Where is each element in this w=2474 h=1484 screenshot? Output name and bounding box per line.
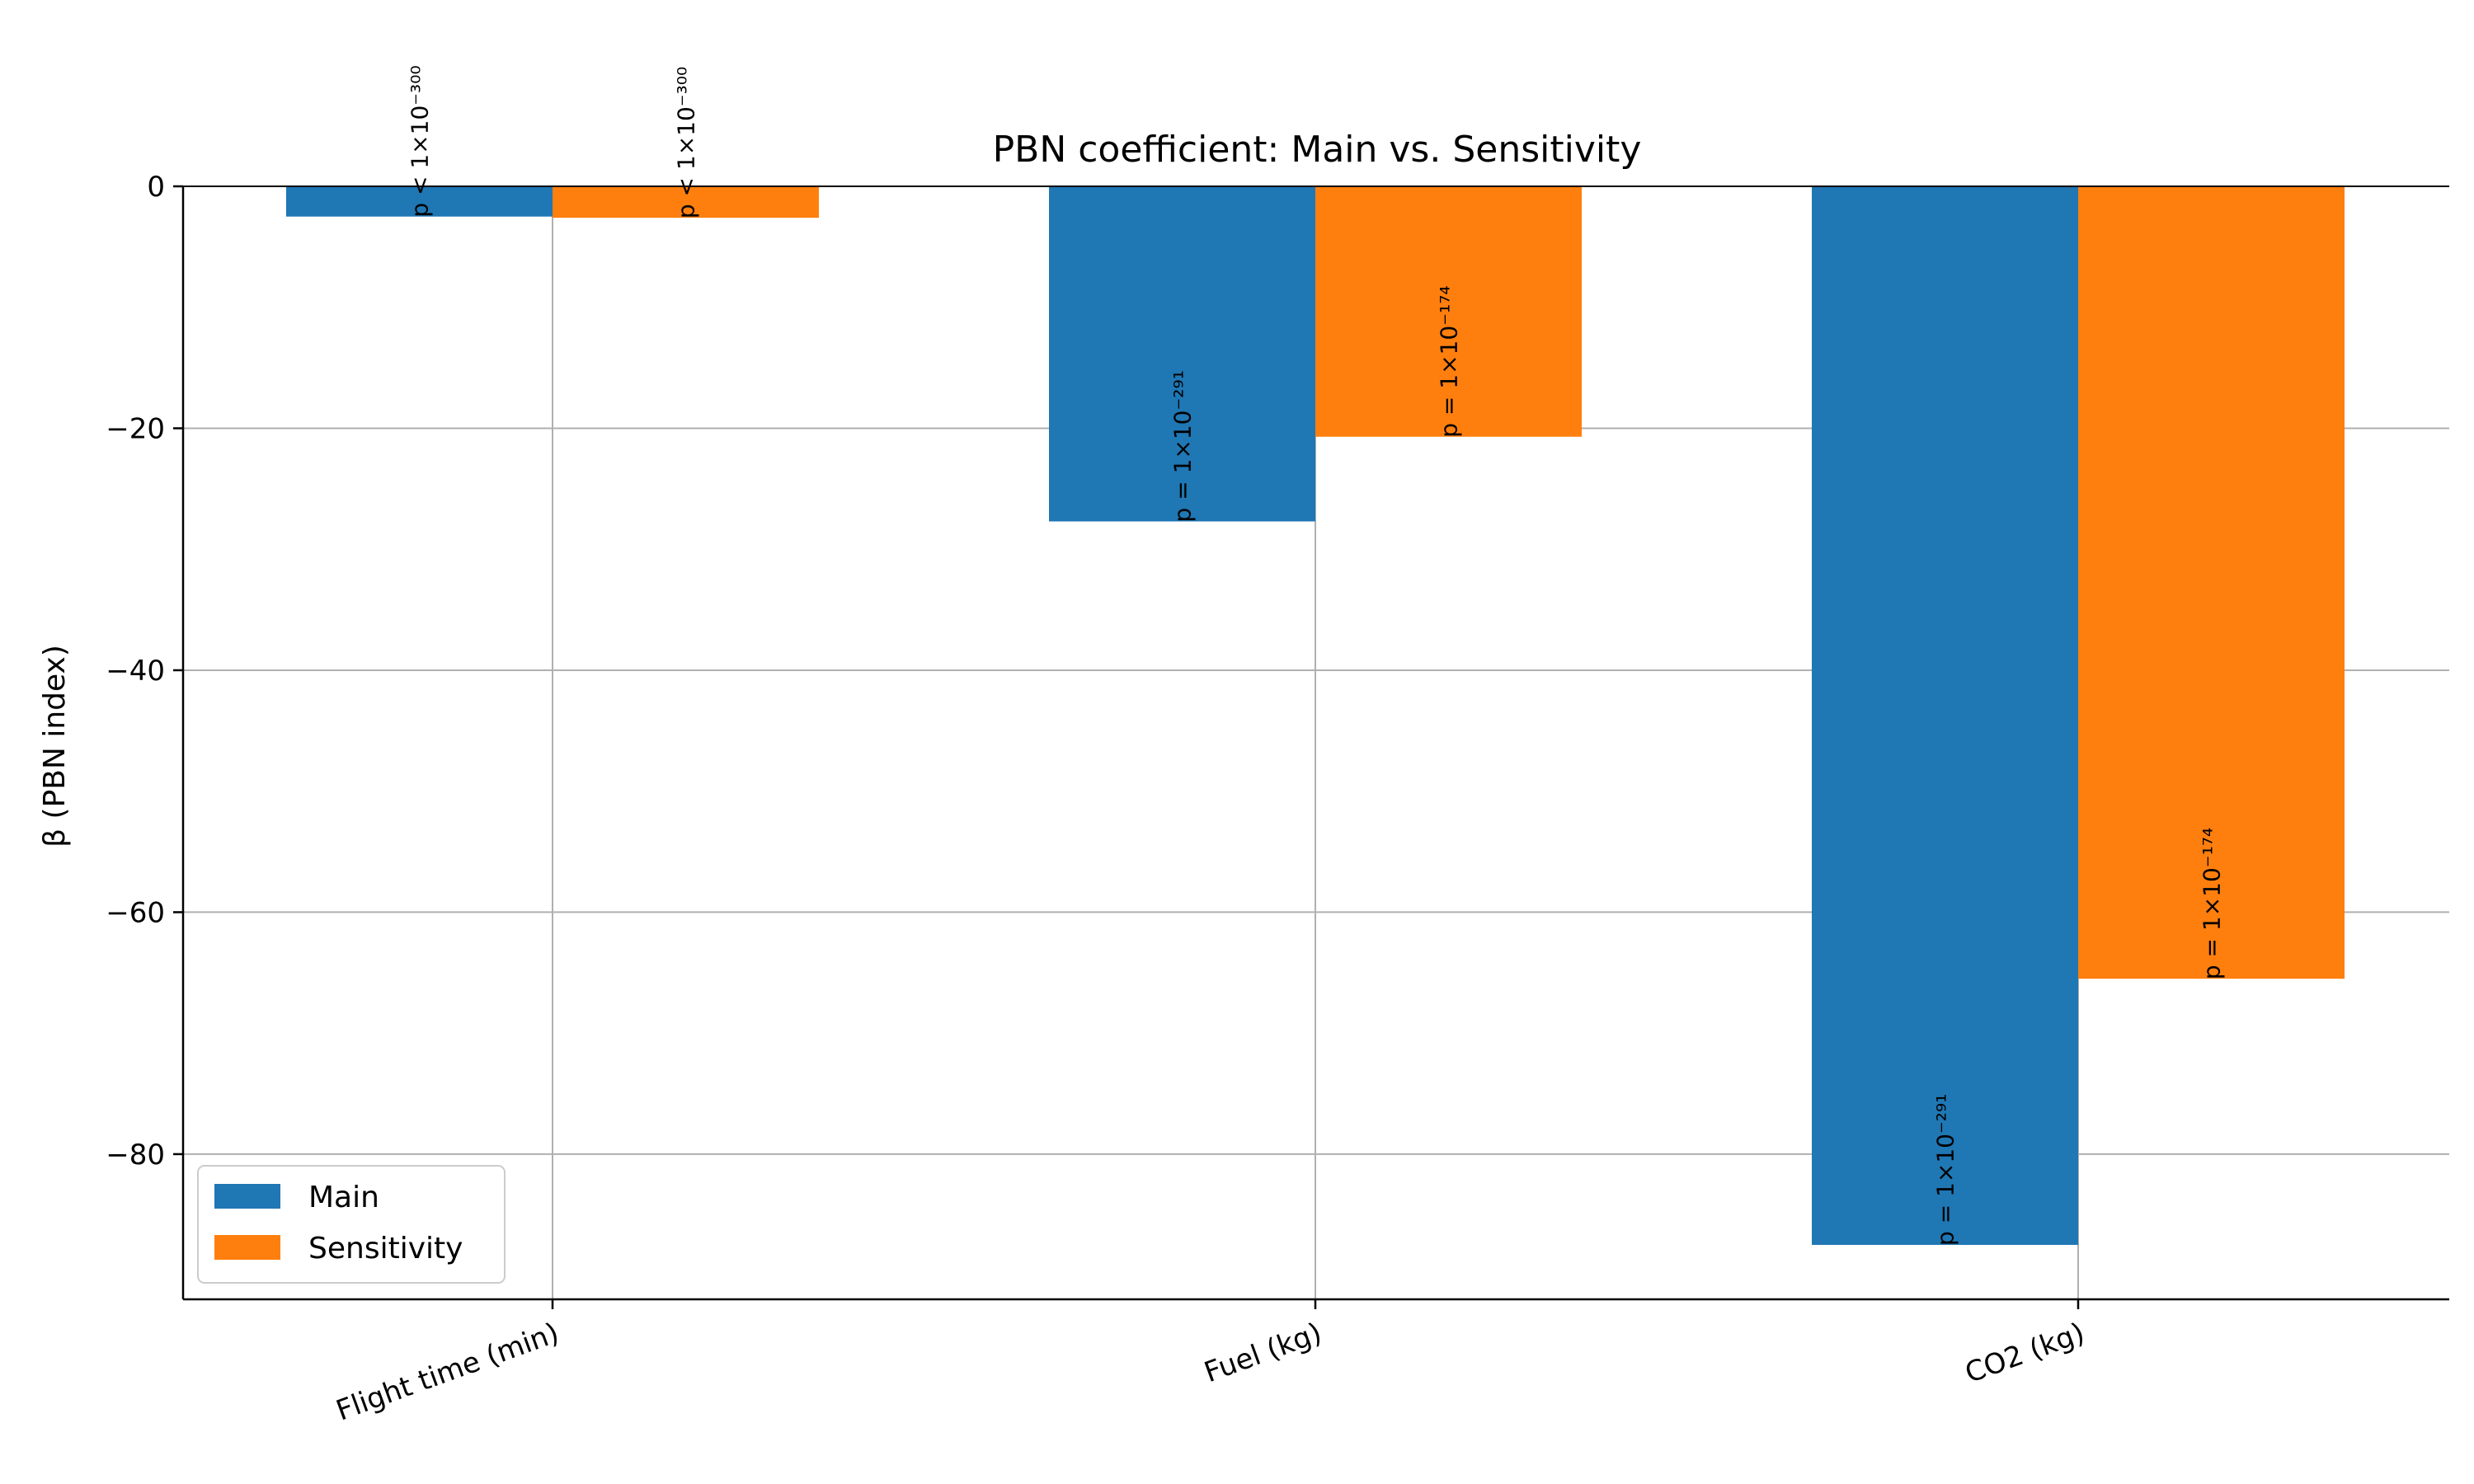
bar-label-main-1: p = 1×10⁻²⁹¹ xyxy=(1169,370,1197,522)
bar-main-0 xyxy=(286,186,553,217)
bar-sensitivity-1 xyxy=(1315,186,1582,437)
bar-sensitivity-0 xyxy=(553,186,819,218)
bar-sensitivity-2 xyxy=(2078,186,2345,979)
bar-label-main-0: p < 1×10⁻³⁰⁰ xyxy=(407,65,434,217)
y-tick-label: 0 xyxy=(147,171,165,204)
legend: Main Sensitivity xyxy=(197,1165,506,1284)
x-tick-label: Flight time (min) xyxy=(332,1317,564,1428)
x-tick-label: Fuel (kg) xyxy=(1200,1317,1326,1389)
x-tick-label: CO2 (kg) xyxy=(1961,1317,2089,1390)
bars xyxy=(286,186,2345,1245)
bar-label-sensitivity-2: p = 1×10⁻¹⁷⁴ xyxy=(2199,828,2226,979)
chart-title: PBN coefficient: Main vs. Sensitivity xyxy=(993,129,1642,171)
legend-label-sensitivity: Sensitivity xyxy=(308,1232,463,1266)
y-tick-label: −60 xyxy=(106,896,165,929)
bar-main-1 xyxy=(1049,186,1315,522)
bar-main-2 xyxy=(1812,186,2078,1245)
bar-annotations: p < 1×10⁻³⁰⁰ p = 1×10⁻²⁹¹ p = 1×10⁻²⁹¹ p < … xyxy=(407,65,2226,1246)
legend-swatch-sensitivity xyxy=(214,1235,280,1260)
bar-label-sensitivity-1: p = 1×10⁻¹⁷⁴ xyxy=(1436,285,1463,437)
y-axis-label: β (PBN index) xyxy=(38,645,72,848)
y-tick-label: −40 xyxy=(106,655,165,688)
legend-swatch-main xyxy=(214,1184,280,1209)
y-tick-label: −20 xyxy=(106,412,165,445)
bar-label-sensitivity-0: p < 1×10⁻³⁰⁰ xyxy=(673,67,700,218)
y-tick-label: −80 xyxy=(106,1139,165,1172)
legend-label-main: Main xyxy=(308,1181,379,1214)
bar-label-main-2: p = 1×10⁻²⁹¹ xyxy=(1932,1094,1959,1246)
